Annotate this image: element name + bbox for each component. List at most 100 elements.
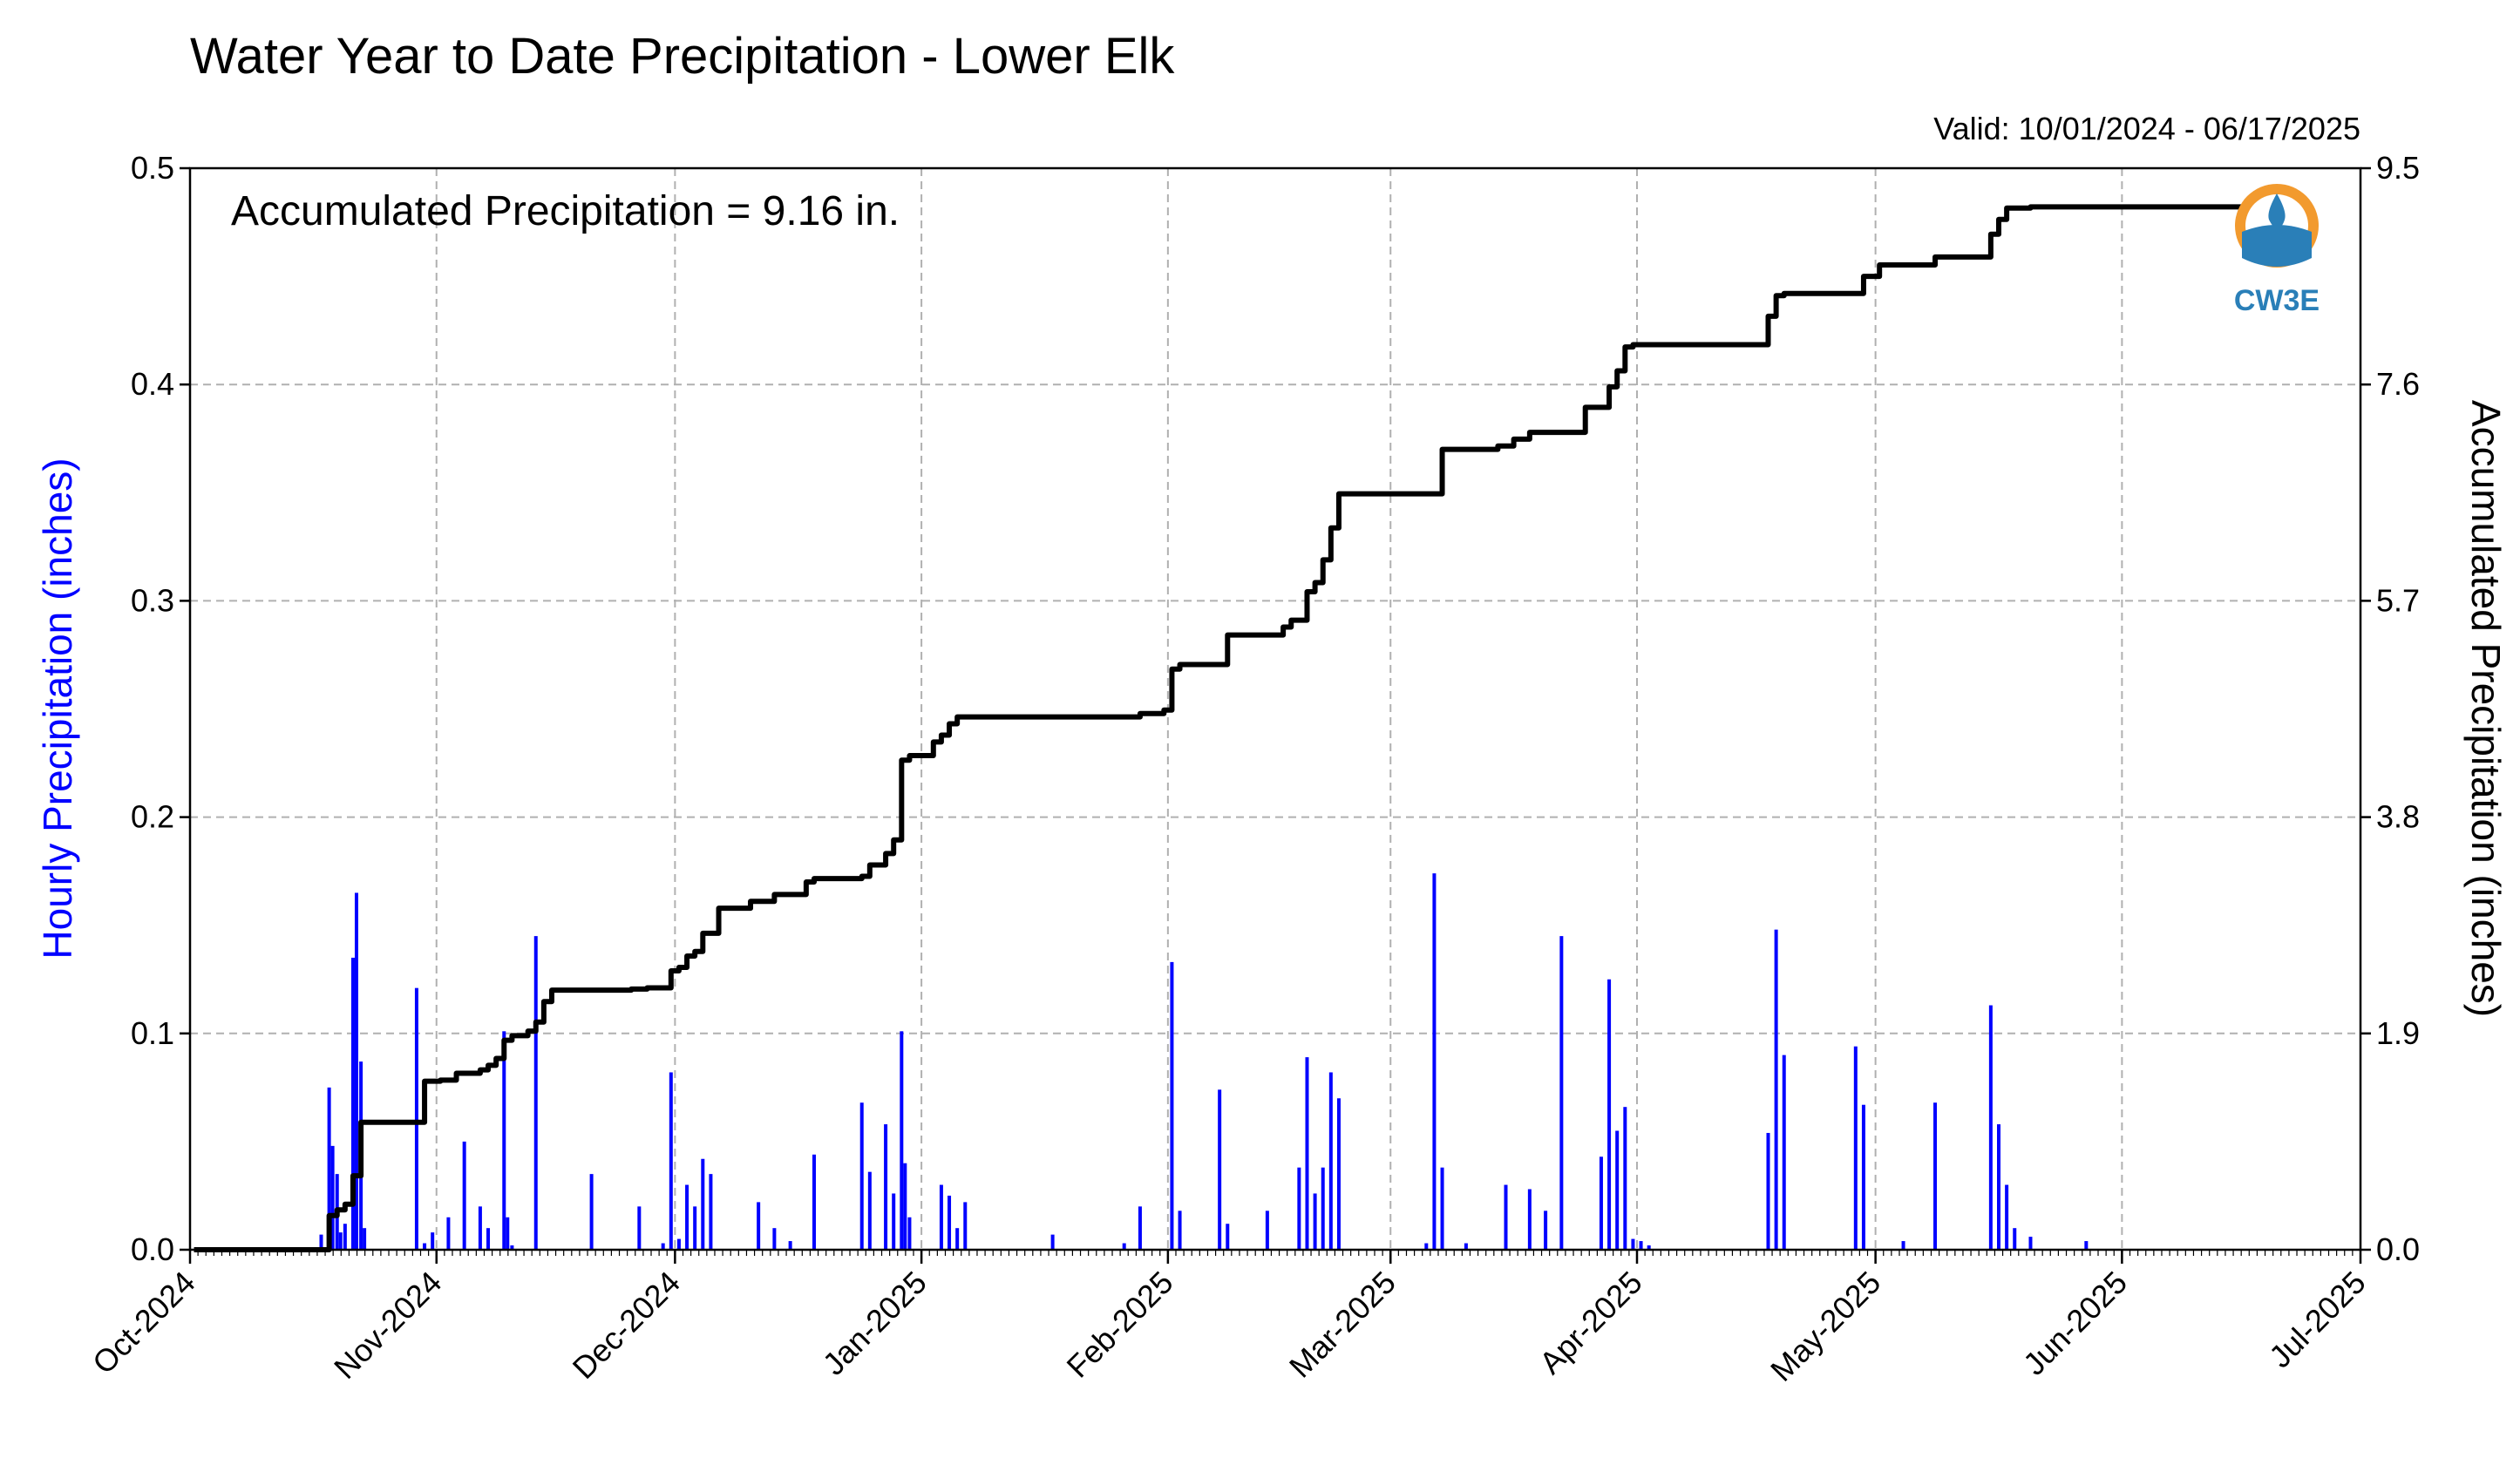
- hourly-bar: [478, 1206, 482, 1250]
- hourly-bar: [589, 1174, 594, 1250]
- y-tick-label-left: 0.0: [131, 1231, 174, 1267]
- hourly-bar: [533, 936, 538, 1250]
- hourly-bar: [1631, 1238, 1635, 1250]
- hourly-bar: [363, 1228, 367, 1250]
- hourly-bar: [1997, 1124, 2000, 1250]
- hourly-bar: [788, 1241, 792, 1250]
- y-tick-label-right: 0.0: [2376, 1231, 2420, 1267]
- y-tick-label-left: 0.3: [131, 582, 174, 618]
- hourly-bar: [1297, 1167, 1301, 1250]
- hourly-bar: [1218, 1089, 1222, 1250]
- y-tick-label-right: 9.5: [2376, 150, 2420, 186]
- hourly-bar: [1504, 1184, 1508, 1250]
- hourly-bar: [867, 1171, 872, 1250]
- y-tick-label-left: 0.5: [131, 150, 174, 186]
- hourly-bar: [948, 1195, 952, 1250]
- hourly-bar: [1464, 1243, 1468, 1250]
- hourly-bar: [939, 1184, 943, 1250]
- hourly-bar: [1901, 1241, 1905, 1250]
- hourly-bar: [963, 1202, 968, 1250]
- hourly-bar: [502, 1031, 506, 1250]
- hourly-bar: [2028, 1237, 2033, 1250]
- hourly-bar: [423, 1243, 427, 1250]
- hourly-bar: [859, 1102, 864, 1250]
- hourly-bar: [354, 892, 358, 1250]
- hourly-bar: [1544, 1211, 1548, 1250]
- hourly-bar: [319, 1234, 323, 1250]
- x-tick-label: Jun-2025: [2016, 1265, 2134, 1382]
- hourly-bar: [884, 1124, 888, 1250]
- x-tick-label: Apr-2025: [1532, 1265, 1649, 1381]
- hourly-bar: [1432, 873, 1437, 1250]
- hourly-bar: [510, 1245, 514, 1250]
- hourly-bar: [330, 1145, 335, 1250]
- cw3e-logo: CW3E: [2234, 184, 2320, 317]
- hourly-bar: [1607, 979, 1612, 1250]
- hourly-bar: [343, 1224, 347, 1250]
- hourly-bar: [2005, 1184, 2009, 1250]
- hourly-bar: [1774, 929, 1778, 1250]
- x-tick-label: May-2025: [1763, 1265, 1887, 1388]
- hourly-bar: [1623, 1107, 1627, 1250]
- x-tick-label: Nov-2024: [327, 1265, 448, 1386]
- hourly-bar: [1424, 1243, 1429, 1250]
- hourly-bar: [350, 957, 355, 1250]
- hourly-bar: [506, 1217, 510, 1250]
- plot-frame: [188, 166, 2362, 1251]
- hourly-bar: [1138, 1206, 1142, 1250]
- accumulated-annotation: Accumulated Precipitation = 9.16 in.: [231, 188, 900, 234]
- valid-range: Valid: 10/01/2024 - 06/17/2025: [1933, 111, 2360, 146]
- hourly-bar: [812, 1154, 816, 1250]
- hourly-bar: [1122, 1243, 1126, 1250]
- hourly-bar: [903, 1163, 907, 1250]
- hourly-bars: [319, 873, 2089, 1250]
- y-axis-label-left: Hourly Precipitation (inches): [35, 458, 80, 959]
- hourly-bar: [1178, 1211, 1182, 1250]
- hourly-bar: [462, 1141, 466, 1250]
- hourly-bar: [685, 1184, 689, 1250]
- hourly-bar: [1647, 1245, 1651, 1250]
- hourly-bar: [701, 1158, 705, 1250]
- hourly-bar: [669, 1072, 673, 1250]
- x-tick-label: Jul-2025: [2262, 1265, 2373, 1375]
- x-tick-label: Mar-2025: [1282, 1265, 1403, 1385]
- hourly-bar: [1265, 1211, 1269, 1250]
- y-tick-label-left: 0.4: [131, 366, 174, 402]
- hourly-bar: [1226, 1224, 1230, 1250]
- hourly-bar: [1050, 1234, 1055, 1250]
- y-axis-label-right: Accumulated Precipitation (inches): [2463, 400, 2509, 1017]
- hourly-bar: [1321, 1167, 1325, 1250]
- x-tick-label: Feb-2025: [1060, 1265, 1180, 1385]
- hourly-bar: [1615, 1130, 1620, 1250]
- grid: [190, 168, 2360, 1250]
- hourly-bar: [757, 1202, 761, 1250]
- hourly-bar: [637, 1206, 642, 1250]
- hourly-bar: [1988, 1005, 1993, 1250]
- y-tick-label-right: 7.6: [2376, 366, 2420, 402]
- chart-title: Water Year to Date Precipitation - Lower…: [190, 28, 1175, 85]
- hourly-bar: [1328, 1072, 1333, 1250]
- hourly-bar: [772, 1228, 777, 1250]
- hourly-bar: [676, 1238, 681, 1250]
- logo-text: CW3E: [2234, 284, 2320, 317]
- y-tick-label-left: 0.2: [131, 799, 174, 835]
- hourly-bar: [446, 1217, 451, 1250]
- logo-waves-icon: [2242, 225, 2312, 267]
- hourly-bar: [2084, 1241, 2089, 1250]
- hourly-bar: [1766, 1132, 1770, 1250]
- hourly-bar: [2013, 1228, 2017, 1250]
- hourly-bar: [414, 987, 418, 1250]
- hourly-bar: [892, 1193, 896, 1250]
- logo-drop-icon: [2268, 193, 2286, 228]
- x-tick-label: Dec-2024: [566, 1265, 687, 1386]
- hourly-bar: [1336, 1098, 1341, 1250]
- hourly-bar: [1933, 1102, 1938, 1250]
- hourly-bar: [955, 1228, 960, 1250]
- hourly-bar: [1599, 1156, 1603, 1250]
- hourly-bar: [1305, 1057, 1309, 1250]
- y-tick-label-left: 0.1: [131, 1015, 174, 1051]
- hourly-bar: [1639, 1241, 1643, 1250]
- hourly-bar: [1440, 1167, 1444, 1250]
- hourly-bar: [709, 1174, 713, 1250]
- ticks: 0.0 0.1 0.2 0.3 0.4 0.5 0.0 1.9 3.8 5.7 7.6 9.5 Oct-…: [85, 150, 2420, 1388]
